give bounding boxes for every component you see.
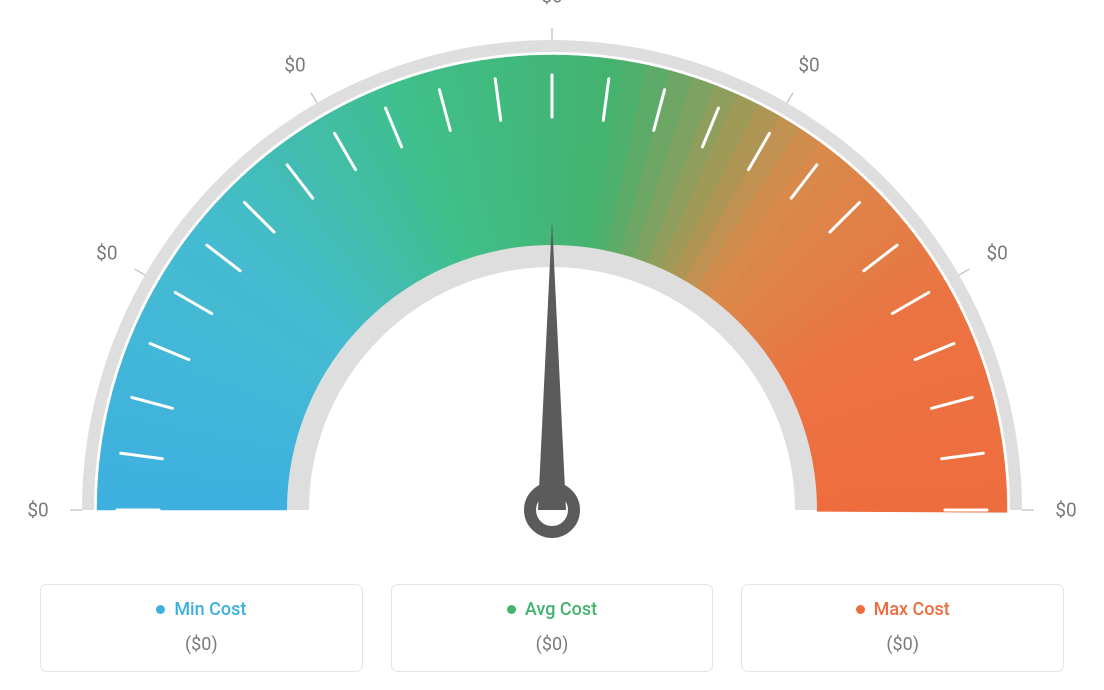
legend-value-max: ($0)	[752, 634, 1053, 655]
legend-label-min: Min Cost	[174, 599, 246, 620]
gauge-tick-label: $0	[96, 242, 117, 265]
legend-dot-avg	[507, 605, 516, 614]
legend-value-min: ($0)	[51, 634, 352, 655]
gauge-tick-label: $0	[986, 242, 1007, 265]
gauge-tick-label: $0	[541, 0, 562, 8]
legend-title-min: Min Cost	[156, 599, 246, 620]
legend-value-avg: ($0)	[402, 634, 703, 655]
legend-card-min: Min Cost ($0)	[40, 584, 363, 672]
gauge-tick-label: $0	[1055, 499, 1076, 522]
legend-title-max: Max Cost	[856, 599, 950, 620]
legend-row: Min Cost ($0) Avg Cost ($0) Max Cost ($0…	[40, 584, 1064, 672]
legend-dot-max	[856, 605, 865, 614]
legend-card-avg: Avg Cost ($0)	[391, 584, 714, 672]
gauge-svg	[0, 0, 1104, 540]
gauge-tick-label: $0	[798, 53, 819, 76]
legend-card-max: Max Cost ($0)	[741, 584, 1064, 672]
legend-dot-min	[156, 605, 165, 614]
gauge-tick-label: $0	[27, 499, 48, 522]
legend-label-max: Max Cost	[874, 599, 950, 620]
legend-label-avg: Avg Cost	[525, 599, 597, 620]
legend-title-avg: Avg Cost	[507, 599, 597, 620]
gauge-chart: $0 $0 $0 $0 $0 $0 $0	[0, 0, 1104, 540]
gauge-tick-label: $0	[284, 53, 305, 76]
